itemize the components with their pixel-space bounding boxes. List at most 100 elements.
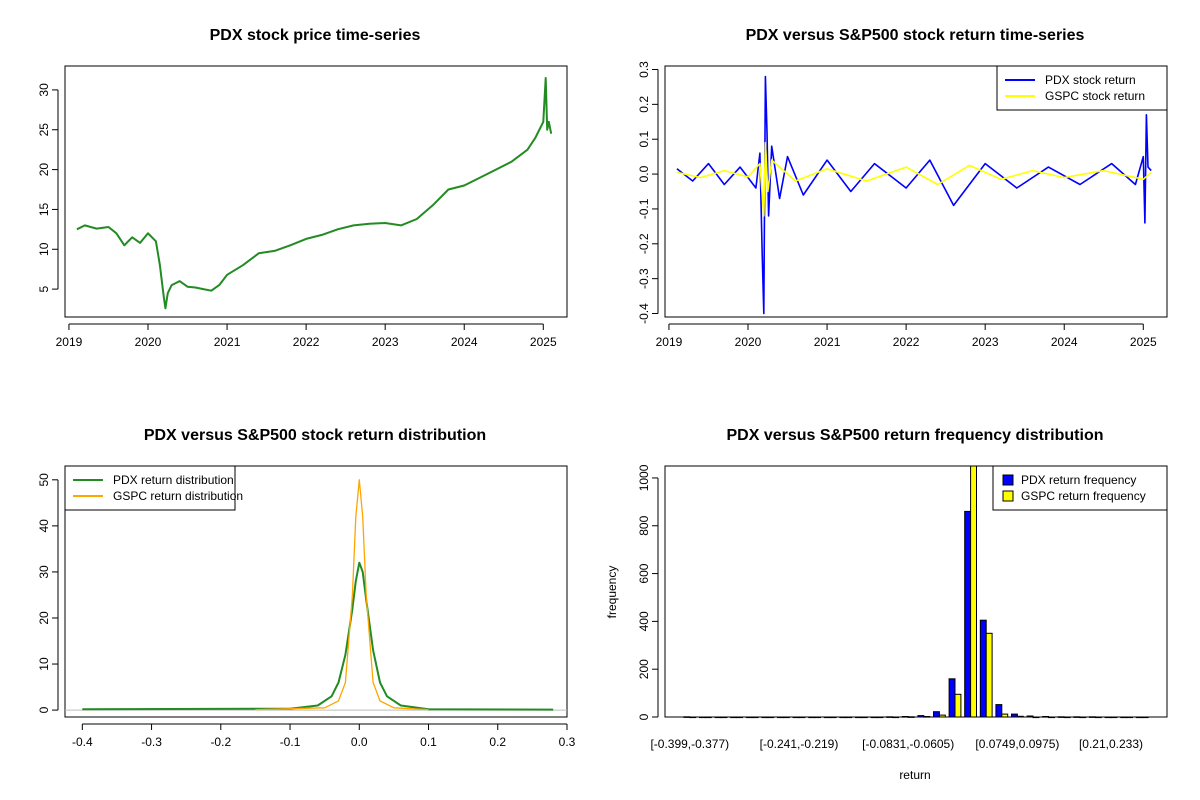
pdx-frequency-bar — [964, 510, 972, 718]
pdx-frequency-bar — [792, 716, 800, 719]
pdx-frequency-bar — [948, 678, 956, 718]
price-x-tick-label: 2020 — [135, 335, 162, 349]
price-y-tick-label: 15 — [37, 202, 51, 216]
density-x-tick-label: -0.1 — [280, 735, 301, 749]
price-x-tick-label: 2019 — [56, 335, 83, 349]
density-y-tick-label: 40 — [37, 519, 51, 533]
gspc-frequency-bar — [923, 716, 931, 718]
pdx-frequency-bar — [777, 716, 784, 719]
pdx-frequency-bar — [714, 716, 722, 719]
returns-x-tick-label: 2020 — [735, 335, 762, 349]
chart-title-density: PDX versus S&P500 stock return distribut… — [144, 427, 486, 444]
price-x-tick-label: 2024 — [451, 335, 478, 349]
price-y-tick-label: 30 — [37, 83, 51, 97]
gspc-frequency-bar — [860, 716, 868, 719]
histogram-x-tick-label: [-0.0831,-0.0605) — [862, 737, 954, 751]
gspc-frequency-bar — [1063, 716, 1071, 719]
returns-legend-box — [996, 65, 1168, 111]
histogram-x-tick-label: [0.21,0.233) — [1079, 737, 1143, 751]
density-legend-label: PDX return distribution — [113, 473, 234, 487]
density-y-tick-label: 20 — [37, 611, 51, 625]
gspc-frequency-bar — [876, 716, 884, 719]
histogram-plot-frame — [664, 465, 1168, 718]
gspc-frequency-bar — [1110, 716, 1118, 719]
histogram-x-tick-label: [-0.399,-0.377) — [650, 737, 729, 751]
pdx-frequency-bar — [1120, 716, 1128, 719]
returns-y-tick-label: 0.3 — [637, 61, 651, 78]
gspc-frequency-bar — [704, 716, 712, 719]
price-y-tick-label: 10 — [37, 242, 51, 256]
pdx-frequency-bar — [870, 716, 878, 719]
gspc-frequency-bar — [829, 716, 837, 719]
gspc-frequency-bar — [1048, 716, 1055, 719]
gspc-frequency-bar — [767, 716, 775, 719]
gspc-frequency-bar — [938, 714, 946, 718]
density-legend-box — [64, 465, 236, 511]
price-y-tick-label: 5 — [37, 285, 51, 292]
pdx-frequency-bar — [745, 716, 753, 719]
pdx-frequency-bar — [917, 715, 925, 718]
histogram-y-tick-label: 1000 — [637, 464, 651, 491]
pdx-frequency-bar — [730, 716, 738, 719]
histogram-x-tick-label: [-0.241,-0.219) — [760, 737, 839, 751]
histogram-y-tick-label: 400 — [637, 611, 651, 631]
gspc-frequency-bar — [751, 716, 759, 719]
histogram-legend-swatch — [1002, 474, 1014, 486]
pdx-frequency-bar — [1026, 715, 1034, 718]
price-x-tick-label: 2023 — [372, 335, 399, 349]
gspc-frequency-bar — [1141, 716, 1149, 719]
density-x-tick-label: -0.3 — [141, 735, 162, 749]
returns-plot-frame — [664, 65, 1168, 318]
returns-x-tick-label: 2019 — [656, 335, 683, 349]
pdx-frequency-bar — [1104, 716, 1112, 719]
pdx-frequency-bar — [1042, 716, 1050, 718]
histogram-legend-box — [992, 465, 1168, 511]
density-x-tick-label: -0.2 — [210, 735, 231, 749]
price-x-tick-label: 2022 — [293, 335, 320, 349]
pdx-frequency-bar — [1135, 716, 1143, 719]
histogram-y-tick-label: 0 — [637, 713, 651, 720]
density-x-tick-label: -0.4 — [72, 735, 93, 749]
histogram-y-tick-label: 200 — [637, 659, 651, 679]
gspc-frequency-bar — [892, 716, 899, 719]
gspc-frequency-bar — [736, 716, 743, 719]
pdx-frequency-bar — [839, 716, 847, 719]
returns-x-tick-label: 2021 — [814, 335, 841, 349]
density-y-tick-label: 0 — [37, 706, 51, 713]
gspc-density-line — [255, 479, 429, 711]
pdx-frequency-bar — [1073, 716, 1081, 718]
histogram-x-axis-label: return — [899, 768, 930, 782]
pdx-frequency-bar — [808, 716, 816, 719]
pdx-frequency-bar — [1011, 713, 1018, 718]
returns-legend-label: GSPC stock return — [1045, 89, 1145, 103]
density-x-tick-label: 0.1 — [420, 735, 437, 749]
gspc-frequency-bar — [970, 465, 977, 718]
returns-x-tick-label: 2023 — [972, 335, 999, 349]
price-y-tick-label: 25 — [37, 123, 51, 137]
returns-x-tick-label: 2025 — [1130, 335, 1157, 349]
price-plot-frame — [64, 65, 568, 318]
returns-x-tick-label: 2022 — [893, 335, 920, 349]
chart-title-returns: PDX versus S&P500 stock return time-seri… — [746, 27, 1085, 44]
pdx-frequency-bar — [901, 716, 909, 718]
pdx-frequency-bar — [933, 711, 940, 718]
pdx-frequency-bar — [823, 716, 831, 719]
gspc-frequency-bar — [954, 693, 962, 718]
pdx-frequency-bar — [761, 716, 769, 719]
gspc-frequency-bar — [985, 632, 993, 718]
pdx-return-line — [676, 75, 1152, 315]
chart-title-price: PDX stock price time-series — [210, 27, 421, 44]
pdx-frequency-bar — [886, 716, 894, 718]
price-x-tick-label: 2025 — [530, 335, 557, 349]
returns-y-tick-label: -0.3 — [637, 268, 651, 289]
histogram-legend-label: GSPC return frequency — [1021, 489, 1146, 503]
gspc-frequency-bar — [1079, 716, 1087, 719]
returns-y-tick-label: 0.0 — [637, 165, 651, 182]
returns-x-tick-label: 2024 — [1051, 335, 1078, 349]
gspc-frequency-bar — [798, 716, 806, 719]
returns-y-tick-label: -0.2 — [637, 233, 651, 254]
returns-y-tick-label: -0.4 — [637, 303, 651, 324]
density-plot-frame — [64, 465, 568, 718]
price-y-tick-label: 20 — [37, 163, 51, 177]
